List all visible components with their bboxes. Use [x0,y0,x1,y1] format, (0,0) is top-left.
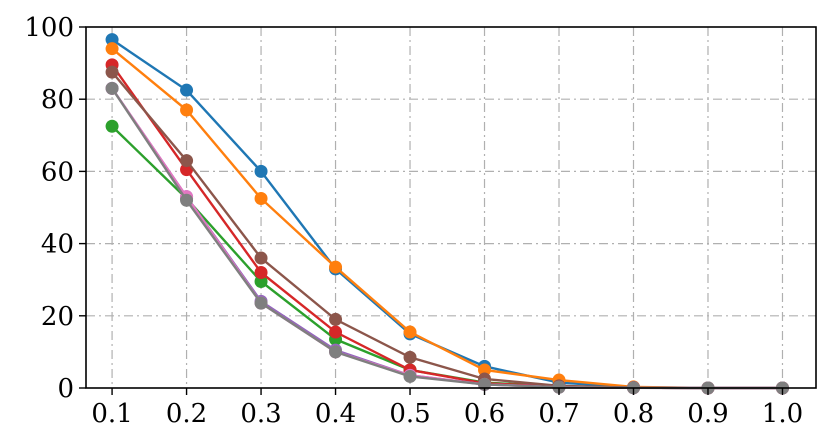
x-tick-label: 0.2 [166,399,207,429]
data-point [254,265,268,279]
x-tick-label: 0.9 [687,399,728,429]
data-point [254,275,268,289]
y-tick-label: 40 [41,230,74,260]
data-point [254,251,268,265]
series-7 [105,81,789,395]
data-point [254,296,268,310]
data-point [329,325,343,339]
data-point [254,164,268,178]
series-5 [105,81,789,395]
series-layer [105,33,789,395]
x-tick-label: 0.8 [613,399,654,429]
y-tick-label: 20 [41,302,74,332]
data-point [329,312,343,326]
x-tick-label: 0.3 [240,399,281,429]
data-point [105,81,119,95]
data-point [105,65,119,79]
data-point [105,33,119,47]
data-point [329,345,343,359]
data-point [329,260,343,274]
data-point [478,363,492,377]
x-tick-label: 0.4 [315,399,356,429]
data-point [180,103,194,117]
x-tick-label: 1.0 [762,399,803,429]
data-point [105,42,119,56]
series-8 [105,81,789,395]
data-point [180,83,194,97]
series-3 [105,119,789,395]
x-tick-label: 0.6 [464,399,505,429]
data-point [180,154,194,168]
y-tick-label: 0 [57,374,74,404]
series-2 [105,42,789,395]
series-line [111,125,783,390]
data-point [403,350,417,364]
y-tick-label: 60 [41,157,74,187]
series-line [111,38,783,390]
axis-ticks [79,26,784,395]
plot-frame [85,26,817,389]
grid [86,27,816,388]
series-line [111,87,783,390]
y-tick-label: 100 [24,13,74,43]
series-1 [105,33,789,395]
data-point [180,193,194,207]
x-tick-label: 0.5 [389,399,430,429]
y-tick-label: 80 [41,85,74,115]
data-point [403,325,417,339]
tick-labels: 0.1 0.2 0.3 0.4 0.5 0.6 0.7 0.8 0.9 1.0 0 20 40 60 80 1… [24,13,803,429]
x-tick-label: 0.7 [538,399,579,429]
x-tick-label: 0.1 [91,399,132,429]
data-point [105,119,119,133]
data-point [254,191,268,205]
data-point [403,369,417,383]
